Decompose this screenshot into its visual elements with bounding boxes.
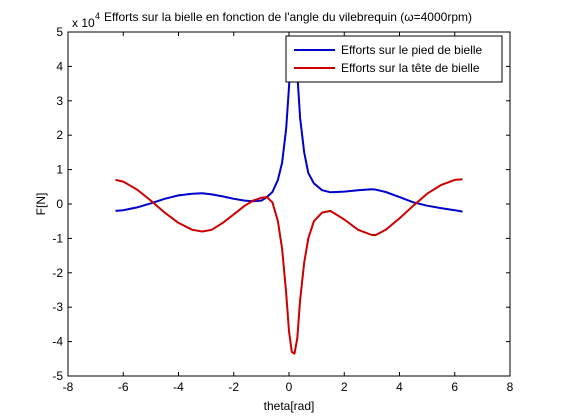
chart-title: Efforts sur la bielle en fonction de l'a… (104, 10, 472, 24)
y-tick-label: -3 (52, 300, 63, 314)
y-tick-label: -1 (52, 231, 63, 245)
legend-box (285, 35, 503, 83)
legend-label-tete: Efforts sur la tête de bielle (341, 61, 480, 75)
y-tick-label: -5 (52, 369, 63, 383)
y-tick-label: -2 (52, 266, 63, 280)
axis-ticks: -8 -6 -4 -2 0 2 4 6 8 -5 -4 -3 -2 -1 0 1 2 3 4 5 (52, 25, 513, 394)
y-tick-label: 2 (56, 128, 63, 142)
x-tick-label: -8 (63, 380, 74, 394)
scale-exponent: 4 (95, 11, 100, 21)
legend-label-pied: Efforts sur le pied de bielle (341, 43, 483, 57)
legend: Efforts sur le pied de bielle Efforts su… (285, 35, 503, 83)
y-tick-label: 5 (56, 25, 63, 39)
x-tick-label: 0 (286, 380, 293, 394)
x-tick-label: 6 (451, 380, 458, 394)
x-tick-label: 2 (341, 380, 348, 394)
x-tick-label: -4 (173, 380, 184, 394)
x-tick-label: -2 (228, 380, 239, 394)
y-axis-label: F[N] (34, 193, 48, 216)
x-tick-label: 4 (396, 380, 403, 394)
series-line-tete (115, 178, 463, 355)
scale-label: x 10 (72, 16, 95, 30)
y-tick-label: 4 (56, 59, 63, 73)
y-tick-label: 0 (56, 197, 63, 211)
y-tick-label: 1 (56, 163, 63, 177)
y-tick-label: 3 (56, 94, 63, 108)
x-tick-label: -6 (118, 380, 129, 394)
y-tick-label: -4 (52, 335, 63, 349)
x-axis-label: theta[rad] (264, 399, 315, 413)
x-tick-label: 8 (507, 380, 514, 394)
